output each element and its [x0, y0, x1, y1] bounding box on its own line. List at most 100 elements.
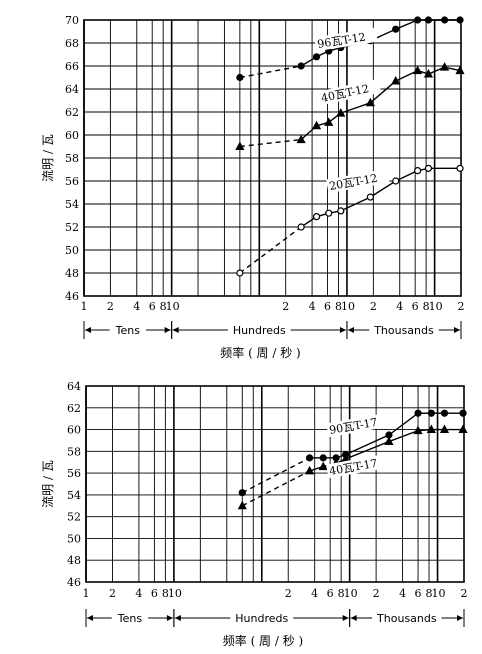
band-label-hundreds: Hundreds [235, 612, 288, 625]
x-tick-label: 8 [338, 587, 345, 600]
series-line-segment [395, 170, 418, 182]
y-tick-label: 56 [65, 175, 79, 188]
series-line-segment [345, 434, 390, 456]
series-line-segment [395, 19, 418, 30]
arrow-head-right [454, 327, 460, 333]
x-tick-label: 6 [149, 300, 156, 313]
data-point [336, 108, 346, 117]
data-point [319, 454, 327, 462]
arrow-head-right [166, 615, 173, 621]
x-tick-label: 2 [373, 587, 380, 600]
y-tick-label: 52 [67, 511, 81, 524]
x-tick-label: 6 [412, 300, 419, 313]
data-point [455, 65, 465, 75]
y-tick-label: 46 [67, 576, 81, 589]
x-tick-label: 2 [107, 300, 114, 313]
series-label: 20瓦T-12 [328, 172, 378, 193]
data-point [392, 25, 400, 33]
series-line-segment [239, 138, 302, 148]
x-tick-label: 6 [324, 300, 331, 313]
series-line-segment [241, 470, 310, 507]
data-point [427, 409, 435, 417]
plot-frame [85, 385, 465, 583]
x-tick-label: 8 [426, 587, 433, 600]
series-2: 40瓦T-17 [237, 424, 468, 510]
x-tick-label: 10 [341, 300, 355, 313]
y-tick-label: 54 [65, 198, 79, 211]
band-label-tens: Tens [115, 324, 141, 337]
data-point [391, 75, 401, 85]
data-point [238, 489, 246, 497]
data-point [440, 62, 450, 71]
x-tick-label: 6 [151, 587, 158, 600]
y-tick-label: 58 [65, 152, 79, 165]
data-point [414, 16, 422, 24]
x-tick-label: 4 [135, 587, 142, 600]
series-line-segment [388, 429, 419, 443]
data-point [459, 409, 467, 417]
x-tick-label: 4 [399, 587, 406, 600]
y-tick-label: 48 [67, 554, 81, 567]
data-point [297, 223, 305, 231]
data-point [441, 16, 449, 24]
series-line-segment [369, 80, 397, 104]
y-tick-label: 52 [65, 221, 79, 234]
y-tick-label: 48 [65, 267, 79, 280]
x-tick-label: 4 [309, 300, 316, 313]
data-point [456, 164, 464, 172]
y-tick-label: 54 [67, 489, 81, 502]
data-point [297, 62, 305, 70]
x-tick-label: 6 [415, 587, 422, 600]
data-point [365, 97, 375, 107]
series-label-bg [326, 453, 390, 479]
data-point [312, 213, 321, 221]
data-point [318, 461, 328, 471]
data-point [325, 209, 333, 217]
data-point [424, 164, 433, 172]
grid [83, 19, 462, 297]
data-point [312, 53, 321, 61]
x-tick-label: 2 [109, 587, 116, 600]
band-label-tens: Tens [117, 612, 143, 625]
x-tick-label: 1 [81, 300, 88, 313]
data-point [426, 424, 436, 434]
y-tick-label: 50 [65, 244, 79, 257]
x-tick-label: 8 [423, 300, 430, 313]
arrow-head-left [87, 615, 93, 621]
data-point [324, 117, 334, 126]
y-tick-label: 64 [67, 380, 81, 393]
x-tick-label: 8 [335, 300, 342, 313]
decade-bands: Tens Hundreds Thousands [83, 321, 462, 339]
x-tick-label: 2 [285, 587, 292, 600]
arrow-head-left [174, 615, 181, 621]
arrow-head-right [339, 327, 346, 333]
y-tick-label: 58 [67, 445, 81, 458]
data-point [235, 141, 245, 150]
data-point [458, 424, 468, 434]
x-tick-label: 2 [370, 300, 377, 313]
series-line-segment [241, 457, 310, 494]
data-point [304, 465, 315, 475]
data-point [392, 177, 400, 185]
data-point [439, 424, 450, 434]
x-axis-label: 频率 ( 周 / 秒 ) [223, 633, 303, 648]
data-point [305, 454, 314, 462]
data-point [332, 454, 340, 462]
series-line-segment [388, 412, 419, 436]
series-label-bg [326, 412, 390, 438]
x-tick-label: 10 [432, 587, 446, 600]
series-label: 90瓦T-17 [328, 416, 378, 437]
series-line-segment [340, 102, 371, 114]
data-point [414, 409, 422, 417]
x-tick-label: 4 [133, 300, 140, 313]
data-point [384, 436, 394, 446]
x-tick-label: 2 [461, 587, 468, 600]
band-label-thousands: Thousands [373, 324, 434, 337]
series-label-bg [326, 168, 390, 194]
data-point [423, 69, 434, 78]
data-point [341, 453, 351, 463]
series-line-segment [239, 65, 302, 79]
y-tick-label: 66 [65, 60, 79, 73]
